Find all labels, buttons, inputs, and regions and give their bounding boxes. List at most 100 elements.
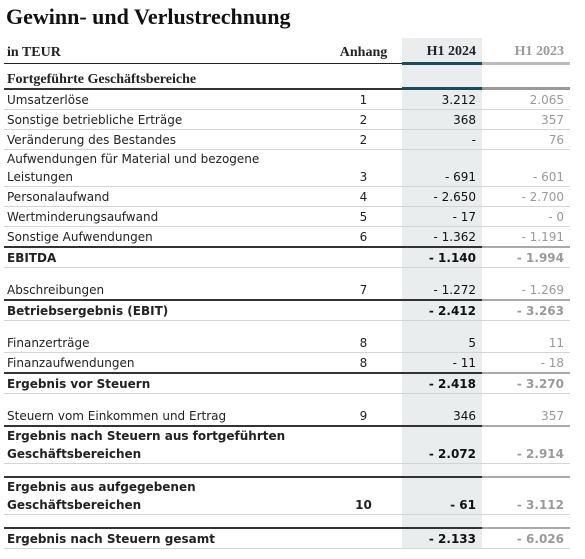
value-previous: 11 (482, 333, 570, 353)
note-ref (325, 246, 402, 268)
spacer-cell (402, 320, 482, 333)
note-ref: 7 (325, 280, 402, 301)
value-current: 5 (402, 333, 482, 353)
total-row: EBITDA - 1.140- 1.994 (4, 246, 570, 268)
value-previous: 357 (482, 406, 570, 427)
note-ref: 9 (325, 406, 402, 427)
value-previous: 2.065 (482, 88, 570, 110)
spacer (4, 463, 570, 478)
row: Veränderung des Bestandes 2-76 (4, 129, 570, 150)
spacer-cell (325, 394, 402, 407)
value-current: - 61 (402, 476, 482, 515)
row-label: Ergebnis nach Steuern aus fortgeführten … (4, 425, 325, 464)
note-ref (325, 425, 402, 464)
value-current: - 17 (402, 206, 482, 227)
note-ref: 2 (325, 129, 402, 150)
spacer-cell (325, 268, 402, 281)
note-ref: 10 (325, 476, 402, 515)
value-current: - (402, 129, 482, 150)
note-ref (325, 299, 402, 321)
value-previous: - 2.914 (482, 425, 570, 464)
spacer-cell (325, 515, 402, 529)
value-previous: - 1.269 (482, 280, 570, 301)
spacer-cell (4, 464, 325, 478)
value-current: 3.212 (402, 88, 482, 110)
value-current: 368 (402, 109, 482, 130)
note-ref: 4 (325, 186, 402, 207)
cell (482, 63, 570, 90)
row-label: Steuern vom Einkommen und Ertrag (4, 406, 325, 427)
row-label: Sonstige betriebliche Erträge (4, 109, 325, 130)
spacer-cell (402, 393, 482, 406)
row-label: Ergebnis nach Steuern gesamt (4, 527, 325, 549)
spacer-cell (402, 514, 482, 528)
pl-table: in TEUR Anhang H1 2024 H1 2023 Fortgeführte… (4, 38, 570, 549)
value-previous: - 3.270 (482, 372, 570, 394)
value-previous: 357 (482, 109, 570, 130)
spacer (4, 267, 570, 281)
value-previous: - 18 (482, 352, 570, 374)
value-previous: - 3.263 (482, 299, 570, 321)
row: Wertminderungsaufwand 5- 17- 0 (4, 206, 570, 227)
spacer (4, 514, 570, 529)
spacer-cell (4, 268, 325, 281)
total-row: Ergebnis nach Steuern aus fortgeführten … (4, 425, 570, 464)
title: Gewinn- und Verlustrechnung (6, 4, 291, 29)
value-previous: - 0 (482, 206, 570, 227)
row: Finanzerträge 8 5 11 (4, 333, 570, 353)
note-ref: 6 (325, 226, 402, 248)
row-label: Umsatzerlöse (4, 88, 325, 110)
note-ref: 1 (325, 88, 402, 110)
column-header: H1 2023 (482, 38, 570, 65)
spacer-cell (482, 321, 570, 334)
note-ref (325, 372, 402, 394)
value-current: 346 (402, 406, 482, 427)
value-current: - 2.412 (402, 299, 482, 321)
row-label: Finanzaufwendungen (4, 352, 325, 374)
value-previous: - 3.112 (482, 476, 570, 515)
row-label: EBITDA (4, 246, 325, 268)
spacer-cell (482, 515, 570, 529)
header-row: in TEUR Anhang H1 2024 H1 2023 (4, 38, 570, 65)
row-label: Aufwendungen für Material und bezogene L… (4, 149, 325, 187)
row: Abschreibungen 7- 1.272- 1.269 (4, 280, 570, 301)
row-label: Sonstige Aufwendungen (4, 226, 325, 248)
value-current: - 2.072 (402, 425, 482, 464)
row: Finanzaufwendungen 8- 11- 18 (4, 352, 570, 374)
row: Sonstige betriebliche Erträge 2 368 357 (4, 109, 570, 130)
spacer (4, 393, 570, 407)
value-current: - 11 (402, 352, 482, 374)
value-previous: - 1.191 (482, 226, 570, 248)
value-previous: - 2.700 (482, 186, 570, 207)
spacer-cell (4, 394, 325, 407)
value-current: - 2.650 (402, 186, 482, 207)
row-label: Wertminderungsaufwand (4, 206, 325, 227)
value-previous: 76 (482, 129, 570, 150)
spacer-cell (325, 321, 402, 334)
total-row: Ergebnis aus aufgegebenen Geschäftsberei… (4, 476, 570, 515)
row-label: Ergebnis vor Steuern (4, 372, 325, 394)
value-current: - 1.272 (402, 280, 482, 301)
spacer-cell (4, 321, 325, 334)
column-header: H1 2024 (402, 38, 482, 65)
value-previous: - 6.026 (482, 527, 570, 549)
row-label: Abschreibungen (4, 280, 325, 301)
value-current: - 2.418 (402, 372, 482, 394)
value-previous: - 1.994 (482, 246, 570, 268)
row-label: Finanzerträge (4, 333, 325, 353)
total-row: Betriebsergebnis (EBIT) - 2.412- 3.263 (4, 299, 570, 321)
cell (325, 63, 402, 90)
total-row: Ergebnis vor Steuern - 2.418- 3.270 (4, 372, 570, 394)
spacer-cell (402, 463, 482, 477)
spacer-cell (482, 268, 570, 281)
column-header: in TEUR (4, 38, 325, 64)
note-ref: 8 (325, 333, 402, 353)
row: Personalaufwand 4- 2.650- 2.700 (4, 186, 570, 207)
column-header: Anhang (325, 38, 402, 64)
row-label: Veränderung des Bestandes (4, 129, 325, 150)
note-ref: 8 (325, 352, 402, 374)
note-ref: 5 (325, 206, 402, 227)
row: Steuern vom Einkommen und Ertrag 9 346 357 (4, 406, 570, 427)
section-label: Fortgeführte Geschäftsbereiche (4, 63, 325, 90)
